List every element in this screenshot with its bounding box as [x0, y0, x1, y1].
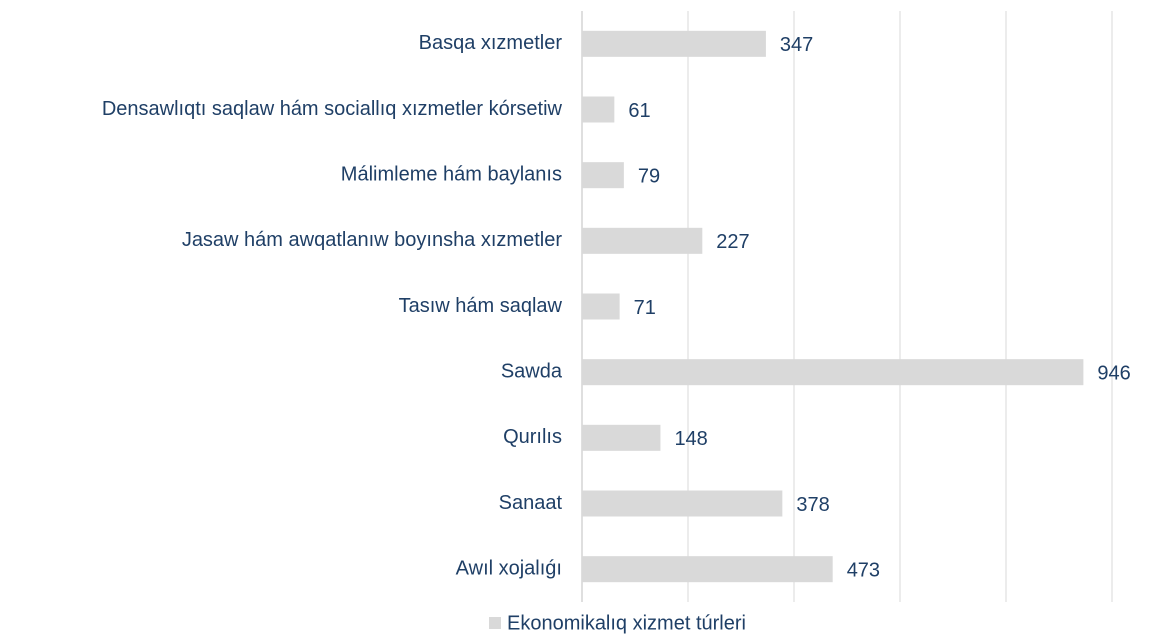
y-tick-label: Tasıw hám saqlaw [399, 295, 563, 317]
y-tick-label: Basqa xızmetler [419, 32, 563, 54]
value-label: 473 [847, 559, 880, 581]
y-tick-label: Qurılıs [503, 426, 562, 448]
value-label: 79 [638, 165, 660, 187]
bar [582, 359, 1084, 386]
value-label: 148 [674, 428, 707, 450]
bar [582, 490, 783, 517]
y-tick-label: Jasaw hám awqatlanıw boyınsha xızmetler [182, 229, 563, 251]
legend-swatch [489, 617, 501, 629]
value-label: 227 [716, 231, 749, 253]
bar [582, 30, 766, 57]
value-label: 61 [628, 100, 650, 122]
value-label: 946 [1097, 362, 1130, 384]
legend-label: Ekonomikalıq xizmet túrleri [507, 612, 746, 634]
y-tick-label: Densawlıqtı saqlaw hám sociallıq xızmetl… [102, 98, 563, 120]
bar [582, 162, 624, 189]
y-tick-label: Málimleme hám baylanıs [341, 163, 562, 185]
y-tick-label: Sawda [501, 360, 563, 382]
value-label: 71 [634, 297, 656, 319]
y-tick-label: Sanaat [499, 492, 563, 514]
value-label: 347 [780, 34, 813, 56]
bar [582, 293, 620, 320]
value-label: 378 [796, 494, 829, 516]
bar [582, 227, 703, 254]
bar [582, 96, 615, 123]
bar [582, 424, 661, 451]
bar [582, 556, 833, 583]
y-tick-label: Awıl xojalıǵı [456, 557, 562, 579]
